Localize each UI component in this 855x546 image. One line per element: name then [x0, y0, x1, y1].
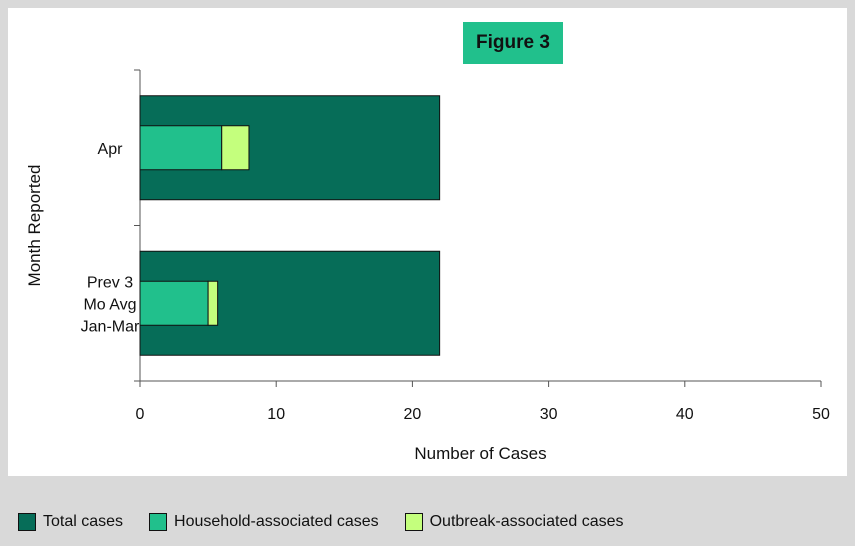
- legend-swatch-household: [149, 513, 168, 531]
- legend-label-household: Household-associated cases: [174, 513, 379, 530]
- figure-label: Figure 3: [463, 22, 563, 64]
- legend-item-household: Household-associated cases: [149, 513, 379, 531]
- legend-label-outbreak: Outbreak-associated cases: [429, 513, 624, 530]
- bar-outbreak: [221, 125, 250, 171]
- bar-chart: 0 10 20 30 40 50 Apr Prev 3 Mo Avg Jan-Mar Number …: [25, 69, 830, 463]
- x-tick-label: 0: [136, 406, 145, 423]
- y-category-label: Jan-Mar: [81, 318, 140, 335]
- bar-household: [139, 280, 209, 326]
- legend-swatch-total: [18, 513, 36, 531]
- bar-household: [139, 125, 223, 171]
- x-tick-label: 30: [540, 406, 558, 423]
- x-tick-label: 10: [267, 406, 285, 423]
- y-category-label: Apr: [98, 141, 124, 158]
- legend-swatch-outbreak: [404, 513, 423, 531]
- x-tick-label: 40: [676, 406, 694, 423]
- y-axis-title: Month Reported: [25, 165, 44, 287]
- x-tick-label: 50: [812, 406, 830, 423]
- y-category-label: Prev 3: [87, 274, 133, 291]
- legend-item-total: Total cases: [18, 513, 123, 531]
- chart-panel: Figure 3 0 10 20 30 40 50 Apr Prev 3 Mo Avg Jan-M…: [8, 8, 847, 476]
- x-tick-label: 20: [404, 406, 422, 423]
- bar-outbreak: [207, 280, 219, 326]
- x-axis-title: Number of Cases: [414, 444, 546, 463]
- legend-label-total: Total cases: [43, 513, 124, 530]
- y-category-label: Mo Avg: [83, 296, 136, 313]
- legend: Total cases Household-associated cases O…: [18, 510, 649, 534]
- legend-item-outbreak: Outbreak-associated cases: [404, 513, 624, 531]
